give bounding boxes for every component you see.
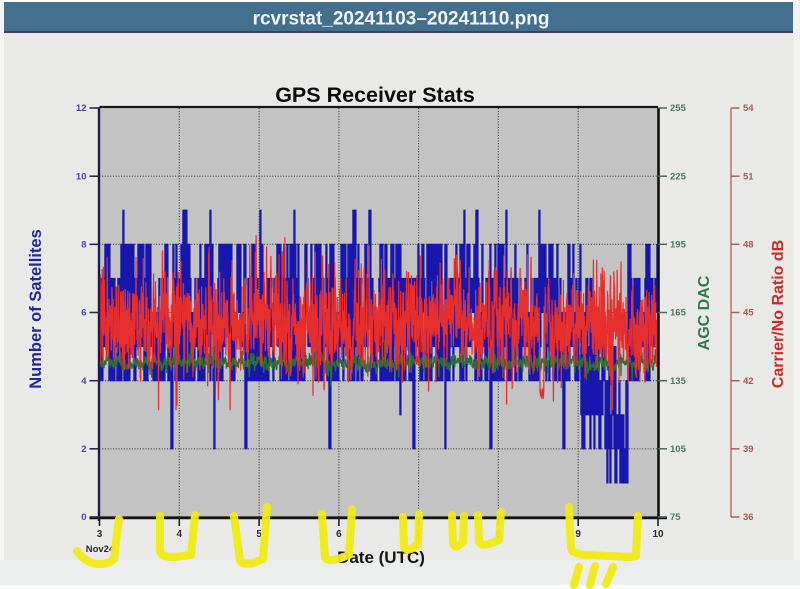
svg-text:Date (UTC): Date (UTC) (337, 548, 425, 567)
svg-text:6: 6 (336, 529, 342, 540)
svg-text:Carrier/No Ratio dB: Carrier/No Ratio dB (770, 240, 787, 388)
svg-text:Number of Satellites: Number of Satellites (27, 229, 45, 389)
svg-text:195: 195 (670, 240, 687, 251)
svg-text:rcvrstat_20241103–20241110.png: rcvrstat_20241103–20241110.png (253, 9, 550, 30)
svg-text:5: 5 (256, 529, 262, 540)
svg-text:48: 48 (743, 240, 754, 251)
svg-text:AGC DAC: AGC DAC (696, 275, 713, 350)
svg-text:10: 10 (76, 171, 87, 182)
svg-text:Nov24: Nov24 (86, 544, 115, 555)
svg-text:165: 165 (670, 308, 687, 319)
svg-text:4: 4 (177, 529, 183, 540)
svg-text:225: 225 (670, 171, 687, 182)
svg-text:8: 8 (81, 240, 86, 251)
svg-text:0: 0 (81, 512, 86, 523)
svg-text:45: 45 (743, 308, 754, 319)
svg-text:12: 12 (76, 103, 87, 114)
svg-text:105: 105 (670, 444, 687, 455)
svg-text:2: 2 (81, 444, 86, 455)
svg-text:135: 135 (670, 376, 687, 387)
svg-text:3: 3 (97, 529, 103, 540)
svg-text:10: 10 (652, 529, 664, 540)
svg-text:54: 54 (743, 103, 754, 114)
svg-text:51: 51 (743, 171, 754, 182)
svg-text:GPS Receiver Stats: GPS Receiver Stats (275, 83, 475, 107)
svg-text:4: 4 (81, 376, 87, 387)
svg-text:42: 42 (743, 376, 754, 387)
svg-text:255: 255 (670, 103, 687, 114)
svg-text:75: 75 (670, 512, 681, 523)
svg-text:6: 6 (81, 308, 86, 319)
svg-text:36: 36 (743, 512, 754, 523)
svg-text:9: 9 (575, 529, 581, 540)
svg-text:39: 39 (743, 444, 754, 455)
